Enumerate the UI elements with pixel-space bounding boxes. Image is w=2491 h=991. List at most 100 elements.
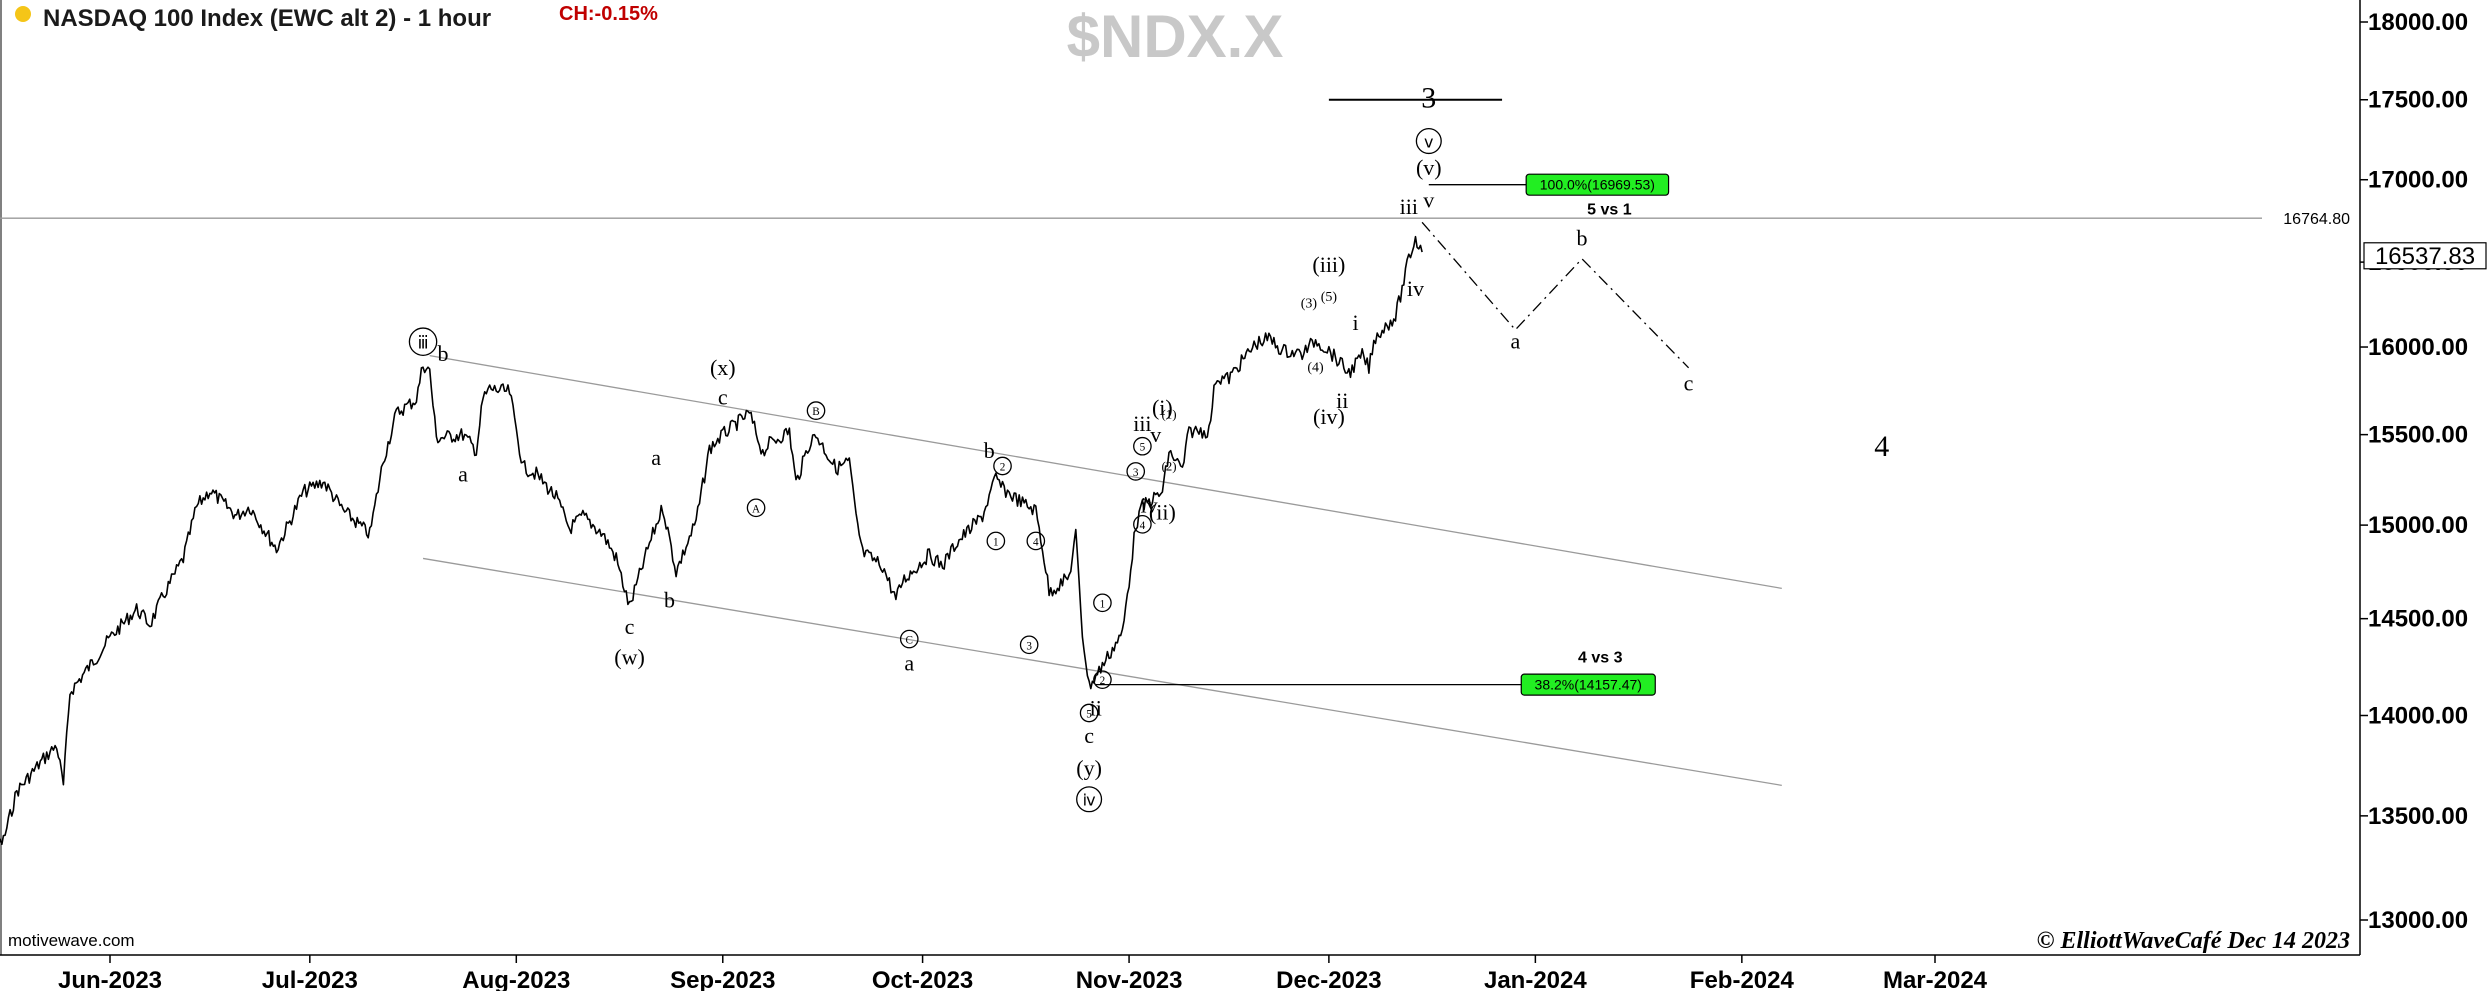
wave-label-circle (746, 498, 766, 518)
wave-label: 5 (1086, 708, 1092, 720)
y-tick-label: 16000.00 (2368, 334, 2468, 361)
channel-line (429, 355, 1782, 590)
wave-label: A (752, 503, 760, 515)
y-tick-label: 18000.00 (2368, 9, 2468, 36)
wave-label: iii (1400, 194, 1418, 219)
wave-label: a (458, 461, 468, 486)
wave-label: 4 (1033, 536, 1039, 548)
wave-label: ⅴ (1424, 134, 1433, 151)
wave-label-circle (1019, 635, 1039, 655)
wave-label: b (984, 438, 995, 463)
wave-label: (v) (1416, 155, 1442, 180)
wave-label: 3 (1026, 640, 1032, 652)
y-tick-label: 13000.00 (2368, 907, 2468, 934)
wave-label: 3 (1133, 467, 1139, 479)
wave-label-circle (1126, 462, 1146, 481)
wave-label: (1) (1161, 407, 1176, 422)
wave-label: 1 (1100, 598, 1106, 610)
y-tick-label: 14500.00 (2368, 606, 2468, 633)
wave-label-circle (899, 629, 919, 649)
wave-label-circle (993, 456, 1012, 476)
x-tick-label: Jun-2023 (58, 967, 162, 991)
x-tick-label: Mar-2024 (1883, 967, 1988, 991)
change-label: CH:-0.15% (559, 3, 658, 25)
y-tick-label: 17000.00 (2368, 167, 2468, 194)
wave-label: (w) (614, 645, 645, 670)
wave-label: ii (1090, 695, 1102, 720)
wave-label: (y) (1076, 755, 1102, 780)
chart-footer: motivewave.com © ElliottWaveCafé Dec 14 … (8, 928, 2350, 954)
y-tick-label: 17500.00 (2368, 87, 2468, 114)
fib-label: 38.2%(14157.47) (1535, 677, 1642, 693)
wave-label: a (651, 445, 661, 470)
wave-label: (iv) (1313, 404, 1345, 429)
wave-label: a (904, 651, 914, 676)
chart-watermark: $NDX.X (1067, 3, 1284, 70)
wave-label: ii (1336, 388, 1348, 413)
x-tick-label: Oct-2023 (872, 967, 973, 991)
wave-label: c (1084, 723, 1094, 748)
source-label: motivewave.com (8, 931, 135, 950)
x-tick-label: Dec-2023 (1276, 967, 1381, 991)
wave-label: 2 (1100, 675, 1106, 687)
wave-label: a (1511, 329, 1521, 354)
wave-label: v (1150, 422, 1161, 447)
wave-label: ⅲ (417, 333, 428, 353)
wave-label: i (1352, 310, 1358, 335)
y-tick-label: 15000.00 (2368, 512, 2468, 539)
x-tick-label: Jan-2024 (1484, 967, 1587, 991)
wave-label: (3) (1301, 297, 1318, 312)
wave-label: 5 (1140, 442, 1146, 454)
wave-label: (5) (1321, 290, 1338, 305)
wave-label: b (1576, 225, 1587, 250)
fib-note: 4 vs 3 (1578, 650, 1623, 667)
projection-path (1421, 221, 1690, 369)
fib-note: 5 vs 1 (1587, 202, 1632, 219)
wave-label-circle (408, 327, 438, 356)
wave-label: 3 (1421, 82, 1436, 115)
wave-label: (i) (1152, 395, 1173, 420)
wave-label: 4 (1874, 430, 1889, 463)
last-price-label: 16537.83 (2375, 243, 2475, 270)
wave-label: 1 (993, 536, 999, 548)
last-price-box (2363, 242, 2487, 270)
x-tick-label: Aug-2023 (462, 967, 570, 991)
x-tick-label: Jul-2023 (262, 967, 358, 991)
wave-label: iii (1133, 411, 1151, 436)
wave-label: (4) (1307, 360, 1324, 375)
y-tick-label: 14000.00 (2368, 702, 2468, 729)
wave-label-circle (1133, 514, 1152, 534)
x-tick-label: Nov-2023 (1076, 967, 1183, 991)
status-dot-icon (15, 6, 31, 22)
wave-label: (2) (1161, 458, 1176, 473)
wave-label-circle (1079, 703, 1099, 723)
wave-label-circle (1133, 436, 1152, 456)
wave-label-circle (1415, 128, 1442, 155)
fib-badge (1520, 673, 1656, 696)
x-tick-label: Feb-2024 (1690, 967, 1795, 991)
wave-label: (x) (710, 355, 736, 380)
wave-label: v (1423, 187, 1434, 212)
wave-label-circle (1093, 670, 1112, 689)
chart-title: NASDAQ 100 Index (EWC alt 2) - 1 hour (43, 5, 491, 32)
channel-line (422, 557, 1782, 787)
wave-label: b (438, 341, 449, 366)
copyright-label: © ElliottWaveCafé Dec 14 2023 (2037, 928, 2350, 954)
wave-label: 2 (1000, 461, 1006, 473)
wave-label: iv (1140, 492, 1157, 517)
x-tick-label: Sep-2023 (670, 967, 775, 991)
wave-label: iv (1407, 276, 1424, 301)
wave-label: C (906, 635, 913, 647)
wave-label-circle (1076, 786, 1103, 813)
wave-label: (iii) (1312, 252, 1345, 277)
wave-label-circle (806, 401, 826, 420)
wave-label: 4 (1140, 520, 1146, 532)
fib-badge (1525, 173, 1670, 196)
wave-label-circle (986, 531, 1006, 551)
wave-label-circle (1026, 531, 1046, 551)
reference-line-label: 16764.80 (2283, 211, 2350, 228)
wave-label: c (718, 385, 728, 410)
wave-label: (ii) (1149, 500, 1176, 525)
